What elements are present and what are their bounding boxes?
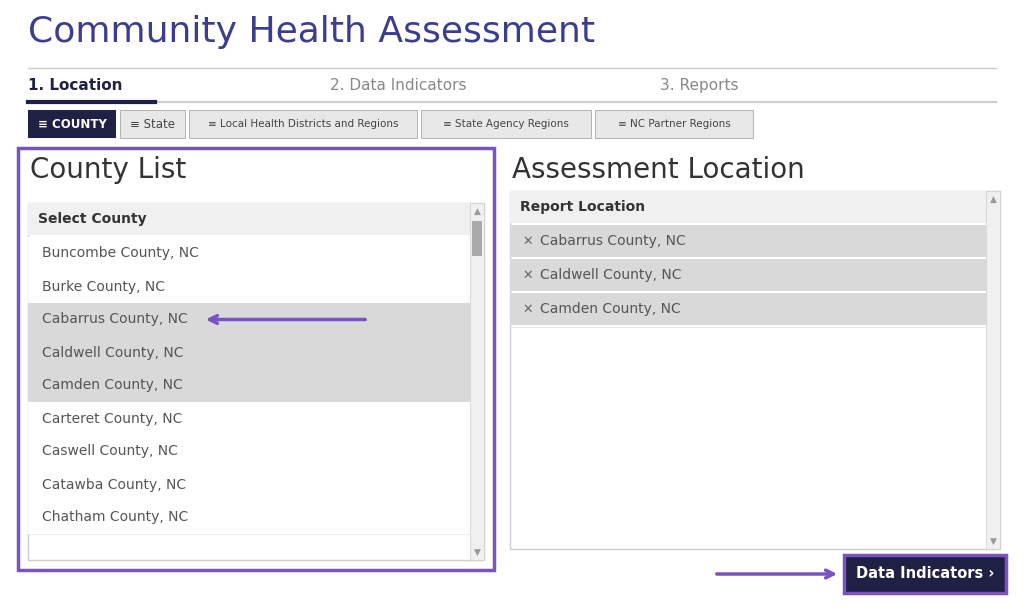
Text: ▼: ▼ — [473, 547, 480, 557]
Text: Cabarrus County, NC: Cabarrus County, NC — [42, 312, 187, 326]
Bar — [510, 191, 1000, 549]
Text: Community Health Assessment: Community Health Assessment — [28, 15, 595, 49]
Text: Data Indicators ›: Data Indicators › — [856, 566, 994, 582]
Bar — [28, 468, 470, 501]
Text: Caswell County, NC: Caswell County, NC — [42, 444, 178, 458]
Text: Buncombe County, NC: Buncombe County, NC — [42, 246, 199, 260]
Text: ✕: ✕ — [522, 235, 532, 247]
Bar — [28, 203, 484, 235]
Text: ≡ Local Health Districts and Regions: ≡ Local Health Districts and Regions — [208, 119, 398, 129]
Text: Carteret County, NC: Carteret County, NC — [42, 411, 182, 425]
Text: Report Location: Report Location — [520, 200, 645, 214]
Bar — [28, 203, 484, 560]
Bar — [28, 237, 470, 270]
Bar — [189, 110, 417, 138]
Text: Burke County, NC: Burke County, NC — [42, 279, 165, 293]
Text: ≡ NC Partner Regions: ≡ NC Partner Regions — [617, 119, 730, 129]
Bar — [28, 435, 470, 468]
Bar — [421, 110, 591, 138]
Text: ≡ State Agency Regions: ≡ State Agency Regions — [443, 119, 569, 129]
Text: ≡ State: ≡ State — [130, 117, 175, 131]
Text: Caldwell County, NC: Caldwell County, NC — [540, 268, 682, 282]
Bar — [28, 303, 470, 336]
Text: 3. Reports: 3. Reports — [660, 78, 738, 93]
Bar — [472, 221, 482, 256]
Bar — [28, 501, 470, 534]
Bar — [28, 110, 116, 138]
Text: 1. Location: 1. Location — [28, 78, 123, 93]
Bar — [595, 110, 753, 138]
Bar — [28, 402, 470, 435]
Text: 2. Data Indicators: 2. Data Indicators — [330, 78, 467, 93]
Bar — [510, 259, 986, 291]
Text: ▲: ▲ — [473, 207, 480, 216]
Text: County List: County List — [30, 156, 186, 184]
Text: Camden County, NC: Camden County, NC — [540, 302, 681, 316]
Bar — [510, 191, 1000, 223]
Bar — [28, 336, 470, 369]
Bar — [18, 148, 494, 570]
Text: ✕: ✕ — [522, 268, 532, 282]
Bar — [470, 203, 484, 560]
Bar — [510, 225, 986, 257]
Bar — [28, 270, 470, 303]
Text: Camden County, NC: Camden County, NC — [42, 378, 182, 392]
Bar — [844, 555, 1006, 593]
Bar — [28, 369, 470, 402]
Bar — [510, 293, 986, 325]
Text: ✕: ✕ — [522, 302, 532, 315]
Text: Caldwell County, NC: Caldwell County, NC — [42, 345, 183, 359]
Text: ≡ COUNTY: ≡ COUNTY — [38, 117, 106, 131]
Text: Catawba County, NC: Catawba County, NC — [42, 478, 186, 491]
Bar — [120, 110, 185, 138]
Text: ▲: ▲ — [989, 194, 996, 203]
Bar — [986, 191, 1000, 549]
Text: Chatham County, NC: Chatham County, NC — [42, 511, 188, 524]
Text: Assessment Location: Assessment Location — [512, 156, 805, 184]
Text: ▼: ▼ — [989, 536, 996, 546]
Text: Select County: Select County — [38, 212, 146, 226]
Text: Cabarrus County, NC: Cabarrus County, NC — [540, 234, 686, 248]
